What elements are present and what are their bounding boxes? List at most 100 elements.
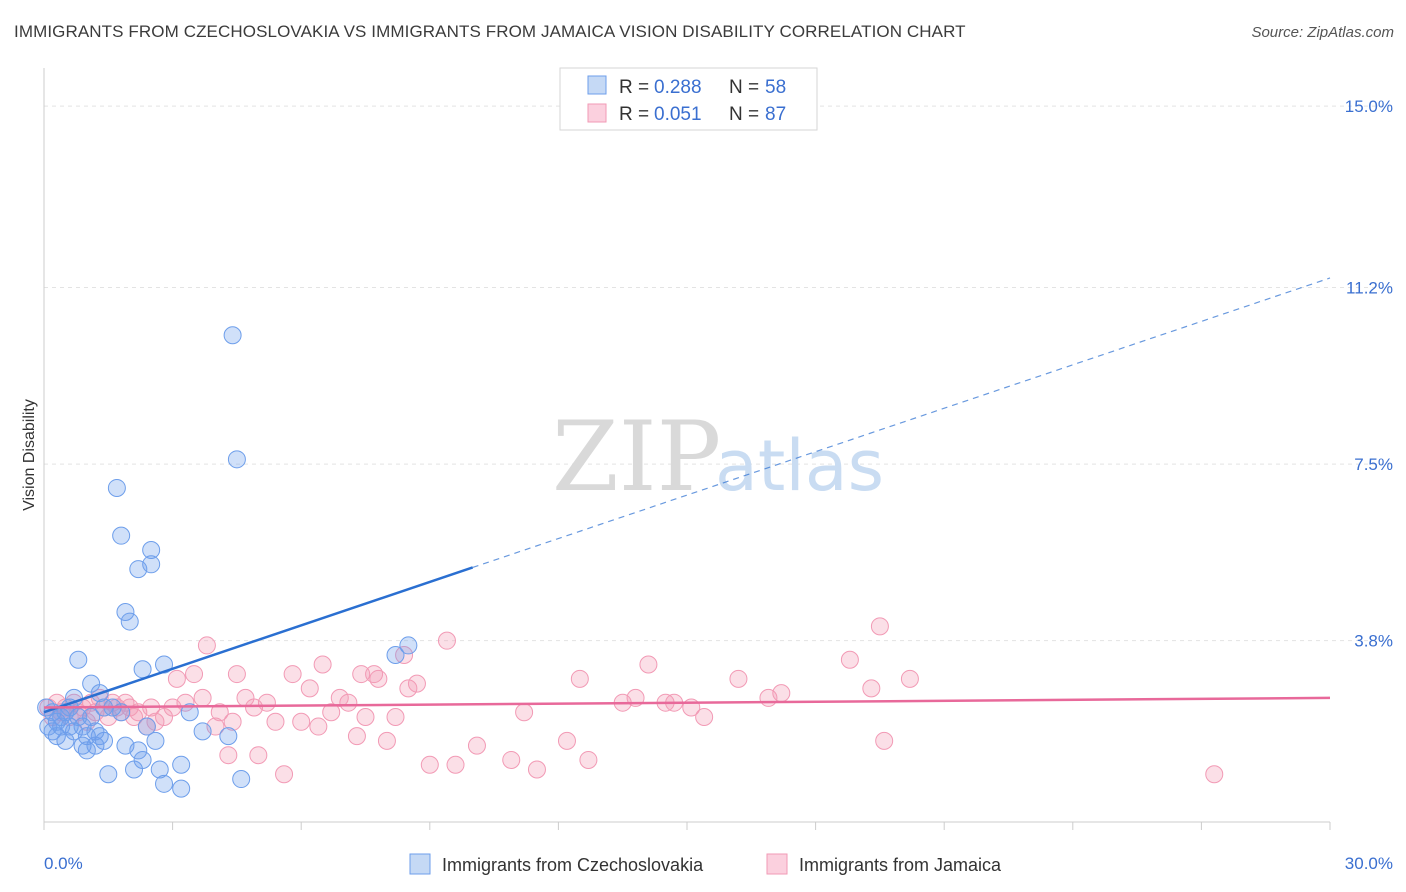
legend-r-label: R =	[619, 77, 649, 98]
point-jamaica	[377, 731, 396, 750]
point-jamaica	[386, 708, 405, 727]
point-jamaica	[437, 631, 456, 650]
point-czechoslovakia	[142, 540, 161, 559]
point-czechoslovakia	[112, 526, 131, 545]
point-jamaica	[840, 650, 859, 669]
point-jamaica	[875, 731, 894, 750]
x-tick-label-min: 0.0%	[44, 854, 83, 873]
watermark-atlas: atlas	[715, 425, 884, 507]
point-czechoslovakia	[155, 774, 174, 793]
point-jamaica	[446, 755, 465, 774]
point-jamaica	[729, 669, 748, 688]
point-czechoslovakia	[107, 478, 126, 497]
point-czechoslovakia	[129, 741, 148, 760]
point-jamaica	[420, 755, 439, 774]
y-axis-title: Vision Disability	[21, 399, 38, 511]
series-czechoslovakia-points	[37, 326, 418, 798]
point-jamaica	[167, 669, 186, 688]
point-czechoslovakia	[116, 603, 135, 622]
point-jamaica	[399, 679, 418, 698]
point-czechoslovakia	[95, 731, 114, 750]
point-czechoslovakia	[137, 717, 156, 736]
point-jamaica	[193, 688, 212, 707]
point-czechoslovakia	[142, 555, 161, 574]
point-czechoslovakia	[172, 755, 191, 774]
point-jamaica	[309, 717, 328, 736]
point-jamaica	[292, 712, 311, 731]
point-jamaica	[322, 703, 341, 722]
watermark-zip: ZIP	[552, 401, 721, 513]
point-jamaica	[185, 665, 204, 684]
trend-line-jamaica	[43, 696, 1331, 709]
series-legend: Immigrants from Czechoslovakia Immigrant…	[409, 853, 1002, 875]
trend-lines	[43, 277, 1331, 714]
y-tick-label: 11.2%	[1346, 279, 1393, 298]
point-jamaica	[695, 708, 714, 727]
point-jamaica	[266, 712, 285, 731]
point-czechoslovakia	[77, 741, 96, 760]
point-jamaica	[219, 746, 238, 765]
point-jamaica	[557, 731, 576, 750]
point-czechoslovakia	[227, 450, 246, 469]
legend-n-label: N =	[729, 77, 759, 98]
point-czechoslovakia	[69, 650, 88, 669]
legend-swatch-czechoslovakia	[587, 75, 607, 95]
point-jamaica	[210, 703, 229, 722]
gridlines	[44, 105, 1392, 642]
point-jamaica	[900, 669, 919, 688]
point-jamaica	[772, 684, 791, 703]
y-tick-label: 3.8%	[1354, 632, 1393, 651]
y-tick-label: 15.0%	[1345, 97, 1393, 116]
point-jamaica	[515, 703, 534, 722]
point-czechoslovakia	[180, 703, 199, 722]
legend-n-value: 87	[765, 104, 786, 125]
point-jamaica	[313, 655, 332, 674]
point-czechoslovakia	[82, 708, 101, 727]
point-jamaica	[527, 760, 546, 779]
legend-r-value: 0.051	[654, 104, 702, 125]
point-jamaica	[300, 679, 319, 698]
point-czechoslovakia	[193, 722, 212, 741]
point-jamaica	[579, 750, 598, 769]
point-jamaica	[1205, 765, 1224, 784]
point-czechoslovakia	[232, 770, 251, 789]
point-jamaica	[223, 712, 242, 731]
chart-title: IMMIGRANTS FROM CZECHOSLOVAKIA VS IMMIGR…	[14, 22, 966, 41]
trend-line-czechoslovakia-extrapolated	[472, 277, 1331, 569]
legend-r-label: R =	[619, 104, 649, 125]
point-jamaica	[227, 665, 246, 684]
point-czechoslovakia	[219, 727, 238, 746]
trend-line-czechoslovakia	[43, 566, 474, 714]
point-jamaica	[870, 617, 889, 636]
legend-n-label: N =	[729, 104, 759, 125]
point-czechoslovakia	[386, 645, 405, 664]
point-czechoslovakia	[120, 612, 139, 631]
legend-n-value: 58	[765, 77, 786, 98]
point-jamaica	[197, 636, 216, 655]
point-jamaica	[356, 708, 375, 727]
legend-label-jamaica: Immigrants from Jamaica	[799, 855, 1002, 875]
point-jamaica	[347, 727, 366, 746]
x-tick-label-max: 30.0%	[1345, 854, 1393, 873]
point-czechoslovakia	[47, 727, 66, 746]
legend-swatch-czechoslovakia	[409, 853, 431, 875]
point-czechoslovakia	[399, 636, 418, 655]
point-jamaica	[502, 750, 521, 769]
point-jamaica	[639, 655, 658, 674]
point-jamaica	[467, 736, 486, 755]
y-tick-labels: 3.8% 7.5% 11.2% 15.0%	[1345, 97, 1393, 650]
point-jamaica	[257, 693, 276, 712]
point-jamaica	[283, 665, 302, 684]
point-jamaica	[570, 669, 589, 688]
point-czechoslovakia	[133, 660, 152, 679]
point-czechoslovakia	[69, 708, 88, 727]
point-czechoslovakia	[146, 731, 165, 750]
point-czechoslovakia	[150, 760, 169, 779]
point-jamaica	[275, 765, 294, 784]
x-axis-ticks	[43, 822, 1331, 830]
point-jamaica	[369, 669, 388, 688]
point-czechoslovakia	[133, 750, 152, 769]
y-tick-label: 7.5%	[1354, 455, 1393, 474]
chart-source: Source: ZipAtlas.com	[1251, 24, 1394, 41]
